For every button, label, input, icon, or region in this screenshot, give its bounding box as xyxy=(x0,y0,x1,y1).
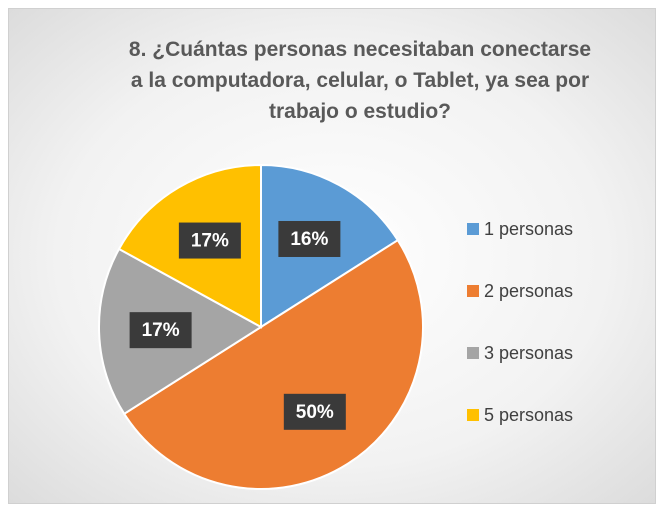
legend-swatch xyxy=(467,223,479,235)
legend-swatch xyxy=(467,347,479,359)
legend-label: 5 personas xyxy=(484,405,573,425)
data-label-box xyxy=(283,393,346,430)
legend-swatch xyxy=(467,285,479,297)
data-label: 16% xyxy=(290,229,328,250)
legend-label: 1 personas xyxy=(484,219,573,239)
data-label: 17% xyxy=(142,320,180,341)
legend-swatch xyxy=(467,409,479,421)
legend-label: 2 personas xyxy=(484,281,573,301)
legend-label: 3 personas xyxy=(484,343,573,363)
pie-slice xyxy=(122,238,424,490)
data-label-box xyxy=(178,222,241,259)
data-label-box xyxy=(278,220,341,257)
data-label-box xyxy=(129,312,192,349)
data-label: 50% xyxy=(296,402,334,423)
data-label: 17% xyxy=(191,231,229,252)
chart-title: 8. ¿Cuántas personas necesitaban conecta… xyxy=(128,38,592,123)
